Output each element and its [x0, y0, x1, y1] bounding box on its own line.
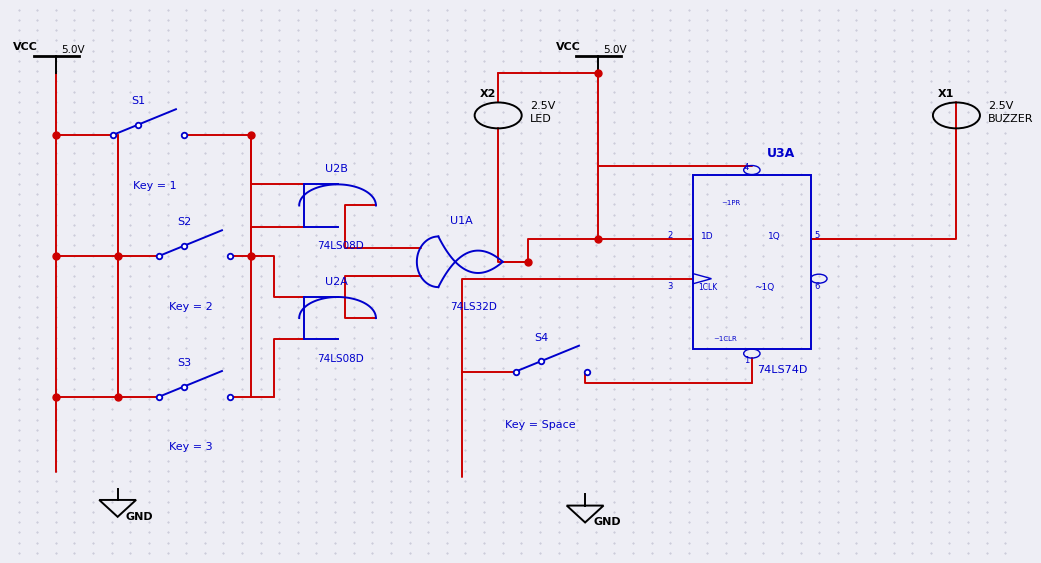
- Text: 2.5V: 2.5V: [988, 101, 1014, 111]
- Text: 74LS32D: 74LS32D: [450, 302, 497, 312]
- Text: 5: 5: [815, 231, 820, 240]
- Text: 74LS74D: 74LS74D: [757, 365, 808, 375]
- Text: Key = 2: Key = 2: [169, 302, 212, 312]
- Text: 1CLK: 1CLK: [699, 283, 717, 292]
- Text: 74LS08D: 74LS08D: [318, 354, 364, 364]
- Text: 1Q: 1Q: [767, 233, 781, 242]
- Text: Key = Space: Key = Space: [505, 420, 576, 430]
- Text: U2A: U2A: [325, 276, 348, 287]
- Text: BUZZER: BUZZER: [988, 114, 1034, 124]
- Text: U1A: U1A: [450, 216, 473, 226]
- Text: 3: 3: [667, 282, 672, 291]
- Text: X2: X2: [480, 89, 497, 99]
- Text: S1: S1: [131, 96, 145, 106]
- Text: ~1PR: ~1PR: [721, 200, 740, 207]
- Text: S2: S2: [177, 217, 192, 227]
- Text: 4: 4: [743, 163, 748, 172]
- Bar: [693, 175, 811, 349]
- Text: 2.5V: 2.5V: [530, 101, 555, 111]
- Text: S3: S3: [177, 358, 192, 368]
- Text: 1D: 1D: [702, 233, 714, 242]
- Text: LED: LED: [530, 114, 552, 124]
- Text: 6: 6: [815, 282, 820, 291]
- Text: 5.0V: 5.0V: [61, 46, 85, 56]
- Text: 2: 2: [667, 231, 672, 240]
- Text: GND: GND: [126, 512, 153, 522]
- Text: S4: S4: [534, 333, 549, 343]
- Text: GND: GND: [593, 517, 620, 528]
- Text: U3A: U3A: [767, 146, 795, 159]
- Text: ~1Q: ~1Q: [755, 283, 775, 292]
- Text: VCC: VCC: [14, 42, 39, 52]
- Text: 74LS08D: 74LS08D: [318, 241, 364, 251]
- Text: Key = 3: Key = 3: [169, 443, 212, 453]
- Text: ~1CLR: ~1CLR: [713, 336, 737, 342]
- Text: 1: 1: [743, 356, 748, 365]
- Text: Key = 1: Key = 1: [133, 181, 177, 191]
- Text: VCC: VCC: [556, 42, 580, 52]
- Text: U2B: U2B: [325, 164, 348, 174]
- Text: X1: X1: [938, 89, 955, 99]
- Text: 5.0V: 5.0V: [604, 46, 627, 56]
